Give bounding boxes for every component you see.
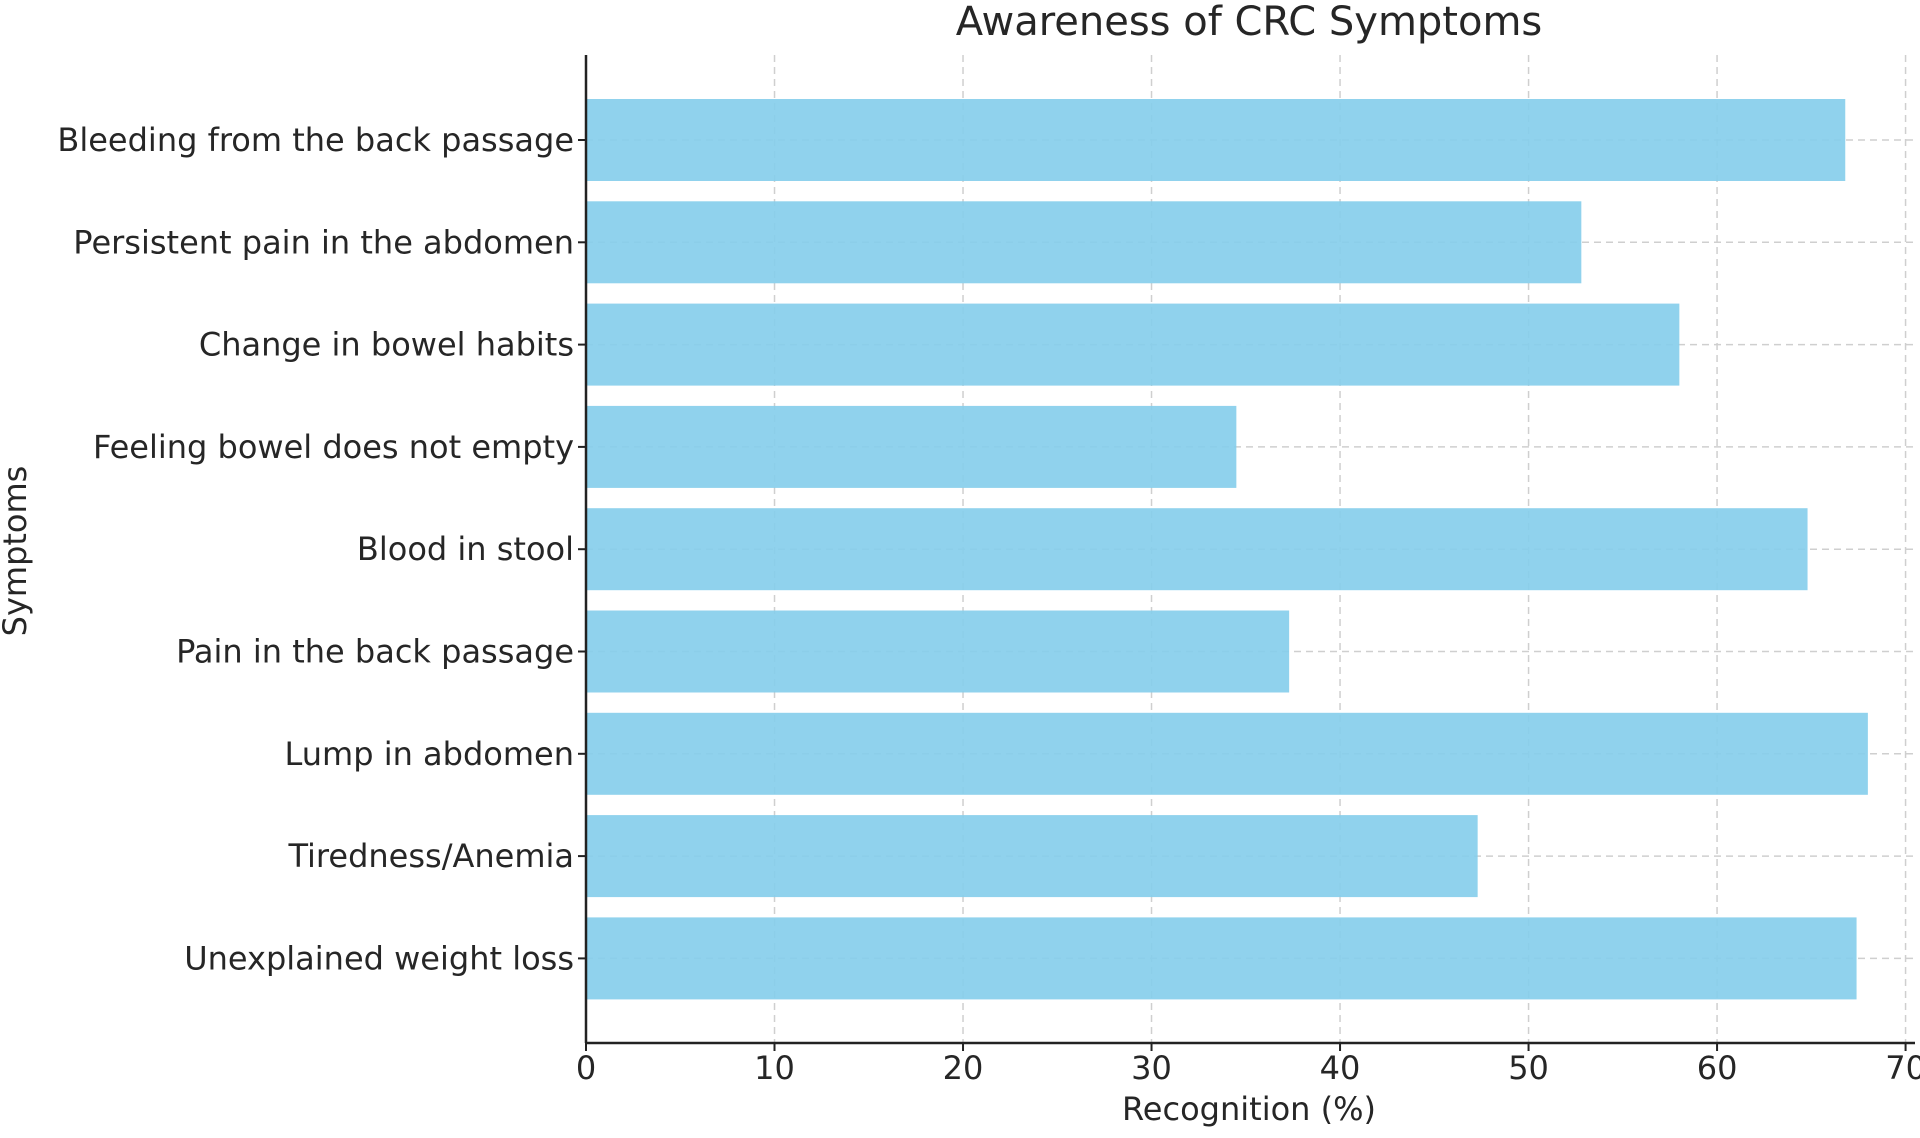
bar <box>586 508 1808 591</box>
bar <box>586 99 1846 181</box>
x-tick-label: 20 <box>943 1049 984 1087</box>
x-tick-label: 30 <box>1131 1049 1172 1087</box>
y-tick-label: Blood in stool <box>357 530 574 568</box>
bar <box>586 712 1868 795</box>
bar <box>586 201 1582 284</box>
x-tick-labels: 0 10 20 30 40 50 60 70 <box>576 1049 1920 1087</box>
y-tick-label: Unexplained weight loss <box>184 939 574 977</box>
x-tick-label: 0 <box>576 1049 596 1087</box>
axes <box>578 55 1915 1051</box>
y-tick-labels: Bleeding from the back passage Persistent… <box>57 121 574 977</box>
y-tick-label: Feeling bowel does not empty <box>93 428 574 466</box>
chart-title: Awareness of CRC Symptoms <box>956 0 1543 45</box>
bars <box>586 99 1868 1000</box>
x-tick-label: 70 <box>1885 1049 1920 1087</box>
x-tick-label: 10 <box>754 1049 795 1087</box>
x-axis-label: Recognition (%) <box>1122 1090 1376 1128</box>
bar <box>586 405 1237 488</box>
y-tick-label: Change in bowel habits <box>199 326 574 364</box>
y-tick-label: Bleeding from the back passage <box>57 121 574 159</box>
y-tick-label: Tiredness/Anemia <box>287 837 574 875</box>
bar <box>586 303 1680 386</box>
x-tick-label: 40 <box>1320 1049 1361 1087</box>
y-axis-label: Symptoms <box>0 466 34 637</box>
y-tick-label: Persistent pain in the abdomen <box>73 223 574 261</box>
bar <box>586 917 1857 1000</box>
bar <box>586 610 1290 693</box>
x-tick-label: 50 <box>1508 1049 1549 1087</box>
x-tick-label: 60 <box>1697 1049 1738 1087</box>
bar <box>586 815 1478 898</box>
y-tick-label: Lump in abdomen <box>285 735 575 773</box>
y-tick-label: Pain in the back passage <box>176 633 574 671</box>
